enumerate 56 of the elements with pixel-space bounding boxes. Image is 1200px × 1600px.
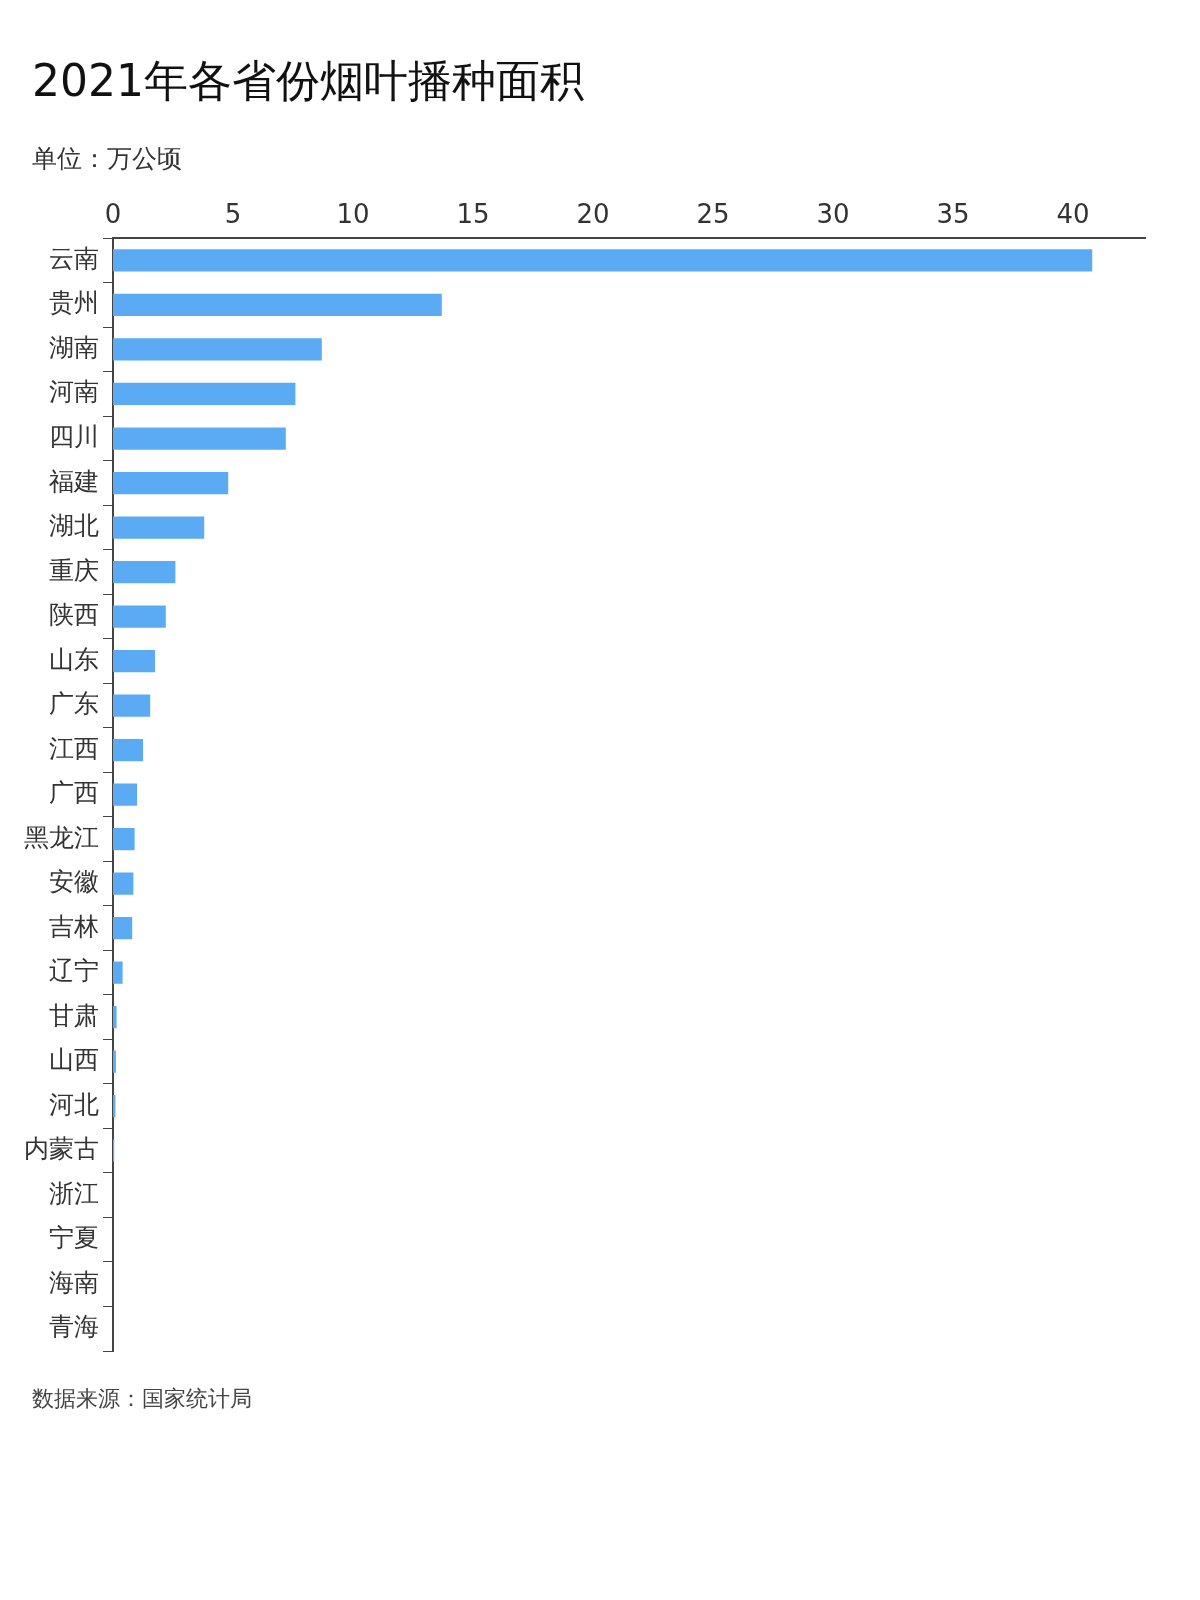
bar <box>113 427 286 450</box>
bar <box>113 827 135 851</box>
x-tick-label: 40 <box>1056 199 1090 230</box>
x-tick-label: 15 <box>456 199 490 230</box>
y-tick-label: 福建 <box>49 466 99 496</box>
x-tick-label: 35 <box>936 199 970 230</box>
bar <box>113 382 296 406</box>
bar <box>113 917 133 940</box>
bar <box>113 471 229 495</box>
y-tick-label: 四川 <box>49 422 99 451</box>
y-tick-label: 宁夏 <box>49 1223 99 1253</box>
y-tick-label: 湖北 <box>49 511 99 541</box>
bar <box>113 961 123 984</box>
x-tick-label: 20 <box>576 199 610 230</box>
bar <box>113 249 1093 272</box>
y-tick-label: 重庆 <box>49 555 99 585</box>
chart-title: 2021年各省份烟叶播种面积 <box>32 54 584 108</box>
x-tick-label: 5 <box>224 199 242 230</box>
bar <box>113 738 143 762</box>
source-note: 数据来源：国家统计局 <box>32 1385 252 1413</box>
y-tick-label: 吉林 <box>49 911 99 941</box>
y-tick-label: 广东 <box>49 689 99 719</box>
bar <box>113 516 205 539</box>
y-tick-label: 河北 <box>49 1089 99 1119</box>
y-tick-label: 黑龙江 <box>24 822 99 852</box>
y-tick-label: 湖南 <box>49 332 99 362</box>
y-tick-label: 青海 <box>49 1312 99 1342</box>
bar <box>113 338 322 361</box>
bar <box>113 605 166 628</box>
bar <box>113 649 155 673</box>
y-tick-label: 江西 <box>49 733 99 763</box>
bar <box>113 560 176 584</box>
y-tick-label: 浙江 <box>49 1178 99 1208</box>
x-tick-label: 30 <box>816 199 850 230</box>
y-tick-label: 贵州 <box>49 288 99 318</box>
y-tick-label: 山东 <box>49 644 99 674</box>
bar <box>113 1006 117 1029</box>
y-tick-label: 内蒙古 <box>24 1134 99 1164</box>
y-tick-label: 海南 <box>49 1267 99 1297</box>
x-tick-label: 10 <box>336 199 370 230</box>
bar <box>113 1050 116 1073</box>
y-tick-label: 河南 <box>49 377 99 407</box>
y-tick-label: 广西 <box>49 778 99 808</box>
bar <box>113 872 134 895</box>
chart-subtitle: 单位：万公顷 <box>32 143 182 175</box>
y-tick-label: 辽宁 <box>49 956 99 986</box>
y-tick-label: 安徽 <box>49 867 99 897</box>
bar <box>113 783 137 806</box>
y-tick-label: 陕西 <box>49 600 99 630</box>
bar <box>113 293 442 317</box>
x-tick-label: 25 <box>696 199 730 230</box>
y-tick-label: 甘肃 <box>49 1000 99 1030</box>
x-tick-label: 0 <box>104 199 122 230</box>
bar <box>113 694 151 717</box>
y-tick-label: 云南 <box>49 243 99 273</box>
y-tick-label: 山西 <box>49 1045 99 1075</box>
